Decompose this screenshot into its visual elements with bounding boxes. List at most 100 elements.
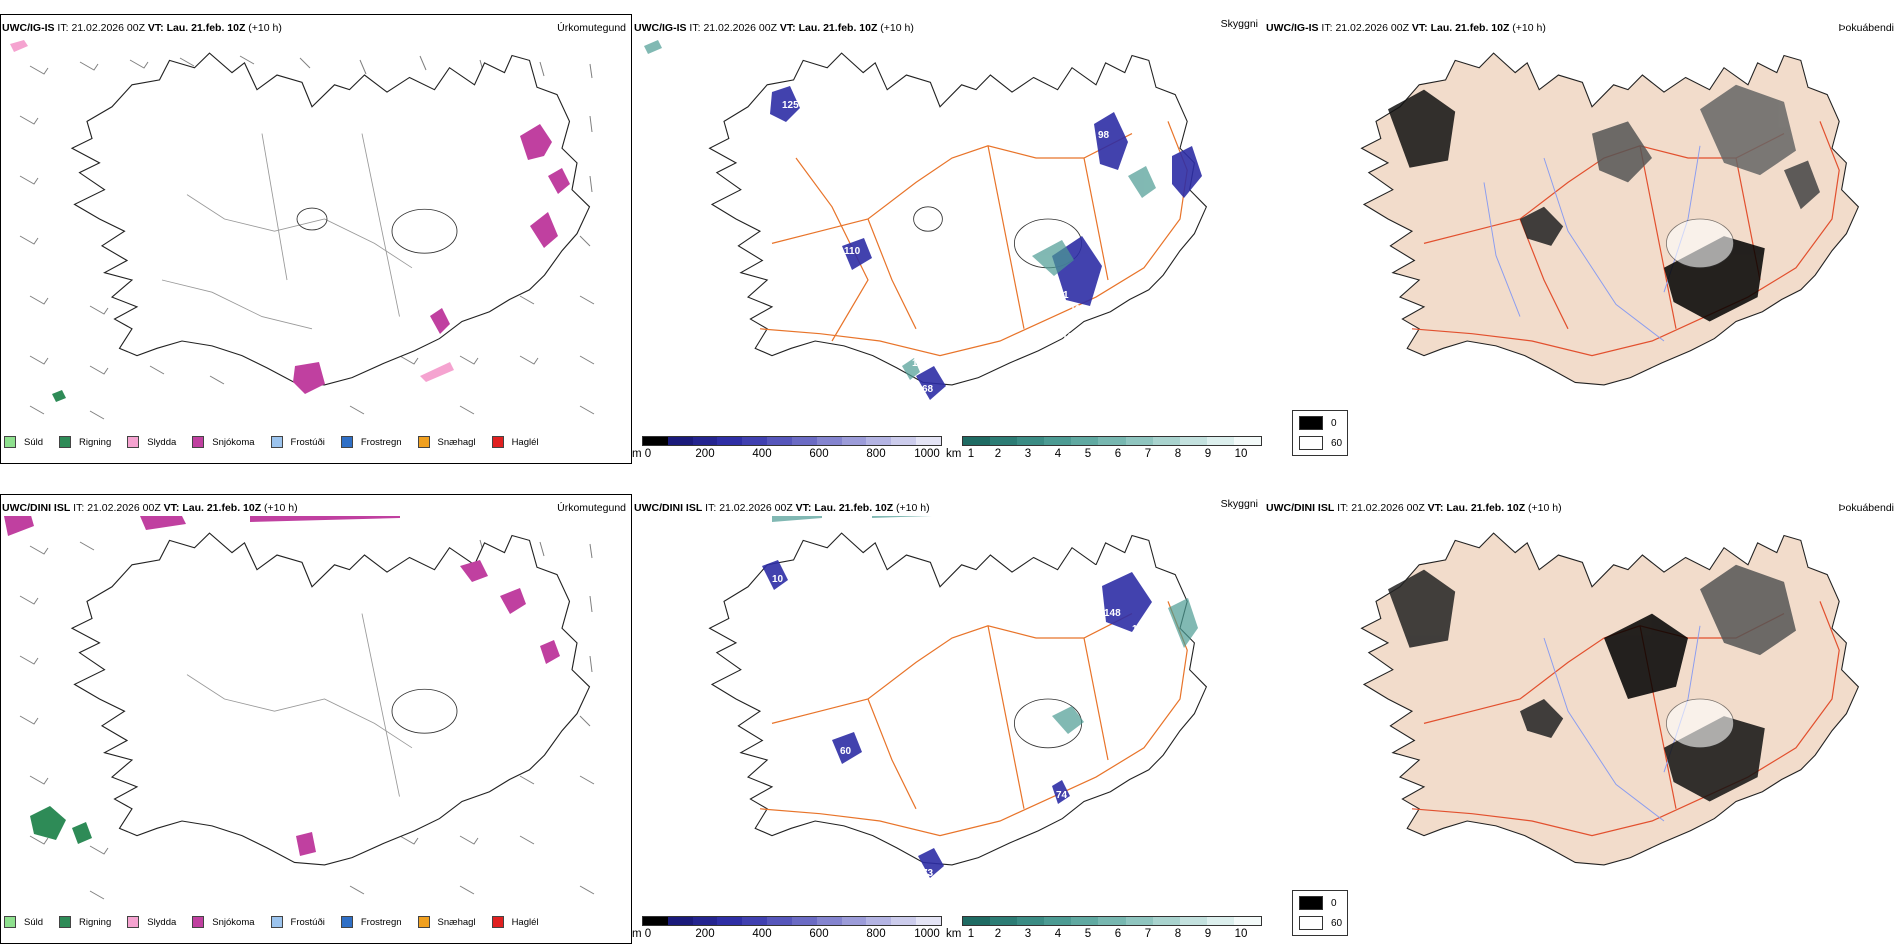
legend-swatch xyxy=(417,916,430,928)
low-cloud-areas xyxy=(762,560,1152,878)
vis-areas xyxy=(772,516,1198,734)
legend-item: Frostúði xyxy=(270,436,325,448)
tick-label: 9 xyxy=(1204,448,1212,460)
vis-label: 60 xyxy=(840,746,852,757)
colorbar-unit: km xyxy=(946,928,962,940)
model-name: UWC/IG-IS xyxy=(2,22,55,34)
legend-swatch xyxy=(491,916,504,928)
colorbar-unit: km xyxy=(946,448,962,460)
legend-swatch xyxy=(340,916,353,928)
legend-label: Slydda xyxy=(147,916,177,928)
precip-type-legend: Súld Rigning Slydda Snjókoma Frostúði Fr… xyxy=(4,916,555,928)
cloud-base-labels: 125 98 10 110 111 386 11 117 105 68 525 … xyxy=(782,100,1181,395)
snow-areas xyxy=(293,124,570,394)
vt-label: VT: xyxy=(779,22,796,34)
panel-header: UWC/IG-IS IT: 21.02.2026 00Z VT: Lau. 21… xyxy=(1266,22,1546,34)
vt-label: VT: xyxy=(163,502,180,514)
lead-time: (+10 h) xyxy=(880,22,914,34)
precip-map xyxy=(10,40,595,420)
cloud-base-colorbar xyxy=(642,436,942,446)
legend-swatch xyxy=(4,916,16,928)
it-label: IT: xyxy=(1337,502,1349,514)
vis-label: 83 xyxy=(1152,612,1164,623)
legend-label: Snæhagl xyxy=(437,916,476,928)
low-cloud-areas xyxy=(770,86,1202,400)
model-name: UWC/IG-IS xyxy=(634,22,687,34)
legend-label: Frostúði xyxy=(290,916,325,928)
tick-label: 6 xyxy=(1114,448,1122,460)
tick-label: 1000 xyxy=(914,448,940,460)
visibility-colorbar xyxy=(962,916,1262,926)
legend-item: Slydda xyxy=(127,436,176,448)
legend-swatch xyxy=(417,436,430,448)
fog-legend: 0 60 xyxy=(1292,410,1348,456)
tick-label: 0 xyxy=(644,448,652,460)
legend-label: Rigning xyxy=(79,436,112,448)
lead-time: (+10 h) xyxy=(264,502,298,514)
tick-label: 600 xyxy=(809,448,829,460)
tick-label: 3 xyxy=(1024,928,1032,940)
rain-areas xyxy=(30,806,92,844)
visibility-panel: UWC/DINI ISL IT: 21.02.2026 00Z VT: Lau.… xyxy=(632,480,1264,950)
vt-value: Lau. 21.feb. 10Z xyxy=(166,22,246,34)
panel-title: Skyggni xyxy=(1220,18,1258,30)
panel-title: Þokuábendi xyxy=(1838,22,1894,34)
legend-item: Snjókoma xyxy=(192,436,255,448)
forecast-row-dini-isl: UWC/DINI ISL IT: 21.02.2026 00Z VT: Lau.… xyxy=(0,480,1900,950)
legend-swatch xyxy=(491,436,504,448)
fog-legend-label: 0 xyxy=(1331,417,1337,429)
vt-label: VT: xyxy=(795,502,812,514)
legend-swatch xyxy=(59,916,72,928)
legend-item: Slydda xyxy=(127,916,176,928)
it-value: 21.02.2026 00Z xyxy=(1351,502,1425,514)
tick-label: 2 xyxy=(994,928,1002,940)
vis-label: 68 xyxy=(922,384,934,395)
legend-swatch xyxy=(192,436,205,448)
vt-label: VT: xyxy=(1411,22,1428,34)
tick-label: 8 xyxy=(1174,448,1182,460)
lead-time: (+10 h) xyxy=(1528,502,1562,514)
tick-label: 10 xyxy=(1234,448,1248,460)
cloud-base-labels: 10 600 148 17 83 191 60 359 74 73 xyxy=(772,564,1164,879)
vis-label: 11 xyxy=(912,358,923,369)
lead-time: (+10 h) xyxy=(896,502,930,514)
panel-header: UWC/IG-IS IT: 21.02.2026 00Z VT: Lau. 21… xyxy=(2,22,282,34)
legend-item: Frostúði xyxy=(270,916,325,928)
fog-legend-label: 60 xyxy=(1331,437,1343,449)
fog-legend-label: 0 xyxy=(1331,897,1337,909)
tick-label: 7 xyxy=(1144,928,1152,940)
legend-item: Súld xyxy=(4,916,43,928)
vis-label: 105 xyxy=(1062,332,1079,343)
iceland-outline xyxy=(71,52,591,386)
colorbar-unit: m xyxy=(632,448,642,460)
tick-label: 400 xyxy=(752,448,772,460)
forecast-row-ig-is: UWC/IG-IS IT: 21.02.2026 00Z VT: Lau. 21… xyxy=(0,0,1900,470)
tick-label: 1 xyxy=(967,448,975,460)
tick-label: 800 xyxy=(866,928,886,940)
it-label: IT: xyxy=(73,502,85,514)
lead-time: (+10 h) xyxy=(1512,22,1546,34)
it-label: IT: xyxy=(705,502,717,514)
vt-label: VT: xyxy=(147,22,164,34)
vis-label: 600 xyxy=(1088,564,1105,575)
fog-legend-item: 60 xyxy=(1299,916,1342,930)
vis-label: 10 xyxy=(1132,254,1144,265)
vt-value: Lau. 21.feb. 10Z xyxy=(814,502,894,514)
fog-panel: UWC/IG-IS IT: 21.02.2026 00Z VT: Lau. 21… xyxy=(1264,0,1900,470)
vis-label: 10 xyxy=(1152,150,1164,161)
panel-header: UWC/DINI ISL IT: 21.02.2026 00Z VT: Lau.… xyxy=(634,502,930,514)
legend-label: Haglél xyxy=(511,916,539,928)
fog-legend-label: 60 xyxy=(1331,917,1343,929)
it-value: 21.02.2026 00Z xyxy=(87,502,161,514)
vt-value: Lau. 21.feb. 10Z xyxy=(1446,502,1526,514)
panel-header: UWC/DINI ISL IT: 21.02.2026 00Z VT: Lau.… xyxy=(1266,502,1562,514)
rain-areas xyxy=(52,390,66,402)
vis-label: 386 xyxy=(1034,276,1051,287)
legend-item: Rigning xyxy=(59,916,111,928)
tick-label: 1000 xyxy=(914,928,940,940)
tick-label: 3 xyxy=(1024,448,1032,460)
vis-label: 117 xyxy=(1070,304,1087,315)
legend-label: Súld xyxy=(24,916,44,928)
tick-label: 0 xyxy=(644,928,652,940)
legend-label: Snæhagl xyxy=(437,436,476,448)
